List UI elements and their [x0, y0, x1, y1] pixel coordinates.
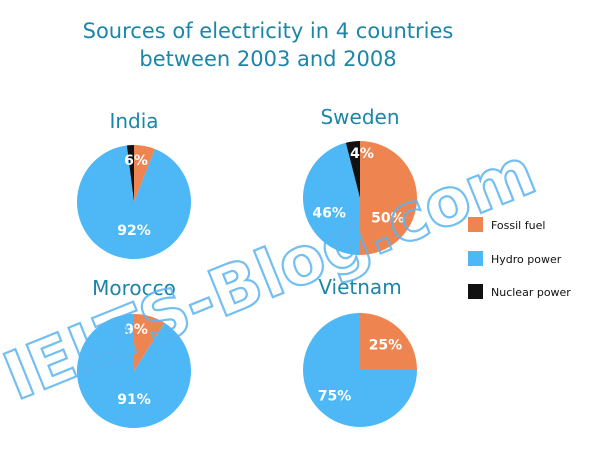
pie-vietnam: Vietnam 25% 75%: [303, 275, 417, 427]
label-morocco-hydro-power: 91%: [117, 392, 151, 408]
label-sweden-fossil-fuel: 50%: [371, 211, 405, 227]
title-line-2: between 2003 and 2008: [139, 47, 396, 71]
title-line-1: Sources of electricity in 4 countries: [83, 19, 454, 43]
legend-swatch-fossil-fuel: [468, 217, 483, 232]
label-sweden-nuclear-power: 4%: [350, 146, 374, 162]
label-vietnam-hydro-power: 75%: [318, 388, 352, 404]
pie-india: India 6% 92%: [76, 109, 191, 259]
slice-sweden-nuclear-power: [345, 141, 360, 198]
label-india-fossil-fuel: 6%: [124, 153, 148, 169]
legend-swatch-hydro-power: [468, 251, 483, 266]
pie-title-sweden: Sweden: [320, 105, 399, 129]
pie-title-morocco: Morocco: [92, 276, 176, 300]
slice-india-fossil-fuel: [134, 145, 155, 202]
slice-sweden-hydro-power: [302, 142, 360, 255]
pie-charts: India 6% 92% Sweden 50% 46% 4% Morocco 9% 91% Viet…: [76, 105, 417, 428]
label-vietnam-fossil-fuel: 25%: [369, 338, 403, 354]
slice-india-nuclear-power: [126, 145, 134, 202]
pie-morocco: Morocco 9% 91%: [76, 276, 191, 428]
legend-item-hydro-power: Hydro power: [468, 251, 562, 266]
pie-title-india: India: [109, 109, 158, 133]
legend-label-fossil-fuel: Fossil fuel: [491, 219, 545, 232]
label-india-hydro-power: 92%: [117, 223, 151, 239]
slice-india-hydro-power: [76, 145, 191, 259]
legend-swatch-nuclear-power: [468, 284, 483, 299]
slice-sweden-fossil-fuel: [360, 141, 417, 255]
label-morocco-fossil-fuel: 9%: [124, 322, 148, 338]
watermark-text: IELTS-Blog.com: [0, 133, 546, 416]
label-sweden-hydro-power: 46%: [312, 205, 346, 221]
legend-label-nuclear-power: Nuclear power: [491, 286, 571, 299]
legend-item-nuclear-power: Nuclear power: [468, 284, 571, 299]
slice-morocco-hydro-power: [76, 314, 191, 428]
slice-morocco-fossil-fuel: [134, 314, 165, 371]
chart-title: Sources of electricity in 4 countries be…: [83, 19, 454, 71]
legend: Fossil fuel Hydro power Nuclear power: [468, 217, 571, 299]
slice-vietnam-hydro-power: [303, 313, 417, 427]
watermark: IELTS-Blog.com: [0, 132, 547, 417]
legend-item-fossil-fuel: Fossil fuel: [468, 217, 545, 232]
slice-vietnam-fossil-fuel: [360, 313, 417, 370]
pie-title-vietnam: Vietnam: [318, 275, 401, 299]
legend-label-hydro-power: Hydro power: [491, 253, 562, 266]
pie-sweden: Sweden 50% 46% 4%: [302, 105, 417, 255]
